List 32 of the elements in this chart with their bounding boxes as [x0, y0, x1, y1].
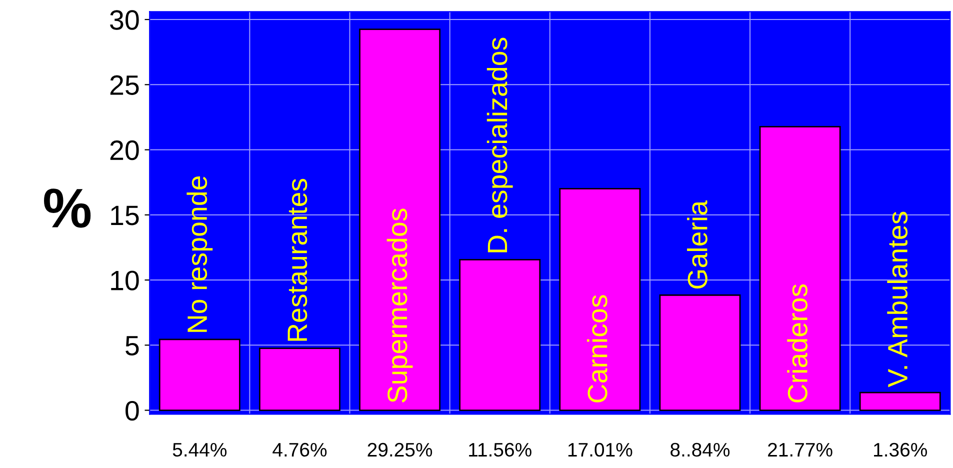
x-tick-label: Restaurantes [288, 178, 308, 341]
y-tick-label: 0 [126, 400, 139, 421]
y-tick-label: 30 [110, 10, 139, 30]
x-tick-label: Carnicos [586, 295, 608, 402]
y-tick-label: 25 [110, 75, 139, 95]
data-label: 5.44% [172, 442, 227, 457]
y-tick-label: 15 [111, 206, 139, 226]
data-label: 4.76% [272, 442, 327, 457]
data-label: 29.25% [368, 442, 432, 457]
bar [559, 188, 641, 411]
x-tick-label: V. Ambulantes [887, 212, 908, 388]
data-label: 21.77% [768, 442, 832, 457]
y-tick-label: 20 [110, 140, 139, 160]
bar [859, 392, 941, 411]
y-tick-label: 10 [111, 270, 139, 290]
bar [259, 348, 340, 411]
y-tick-label: 5 [126, 336, 139, 356]
x-tick-label: No responde [186, 176, 213, 332]
bar [659, 294, 741, 411]
data-label: 1.36% [874, 442, 927, 457]
x-tick-label: Galeria [687, 200, 708, 289]
data-label: 8..84% [670, 442, 730, 457]
bar [359, 28, 441, 411]
x-tick-label: D. especializados [486, 38, 513, 252]
bar [158, 338, 240, 411]
data-label: 17.01% [568, 442, 632, 457]
bar [459, 259, 541, 411]
bar [759, 126, 841, 411]
y-axis-title: % [44, 188, 91, 228]
x-tick-label: Criaderos [787, 284, 808, 402]
x-tick-label: Supermercados [386, 208, 413, 402]
data-label: 11.56% [469, 442, 532, 457]
